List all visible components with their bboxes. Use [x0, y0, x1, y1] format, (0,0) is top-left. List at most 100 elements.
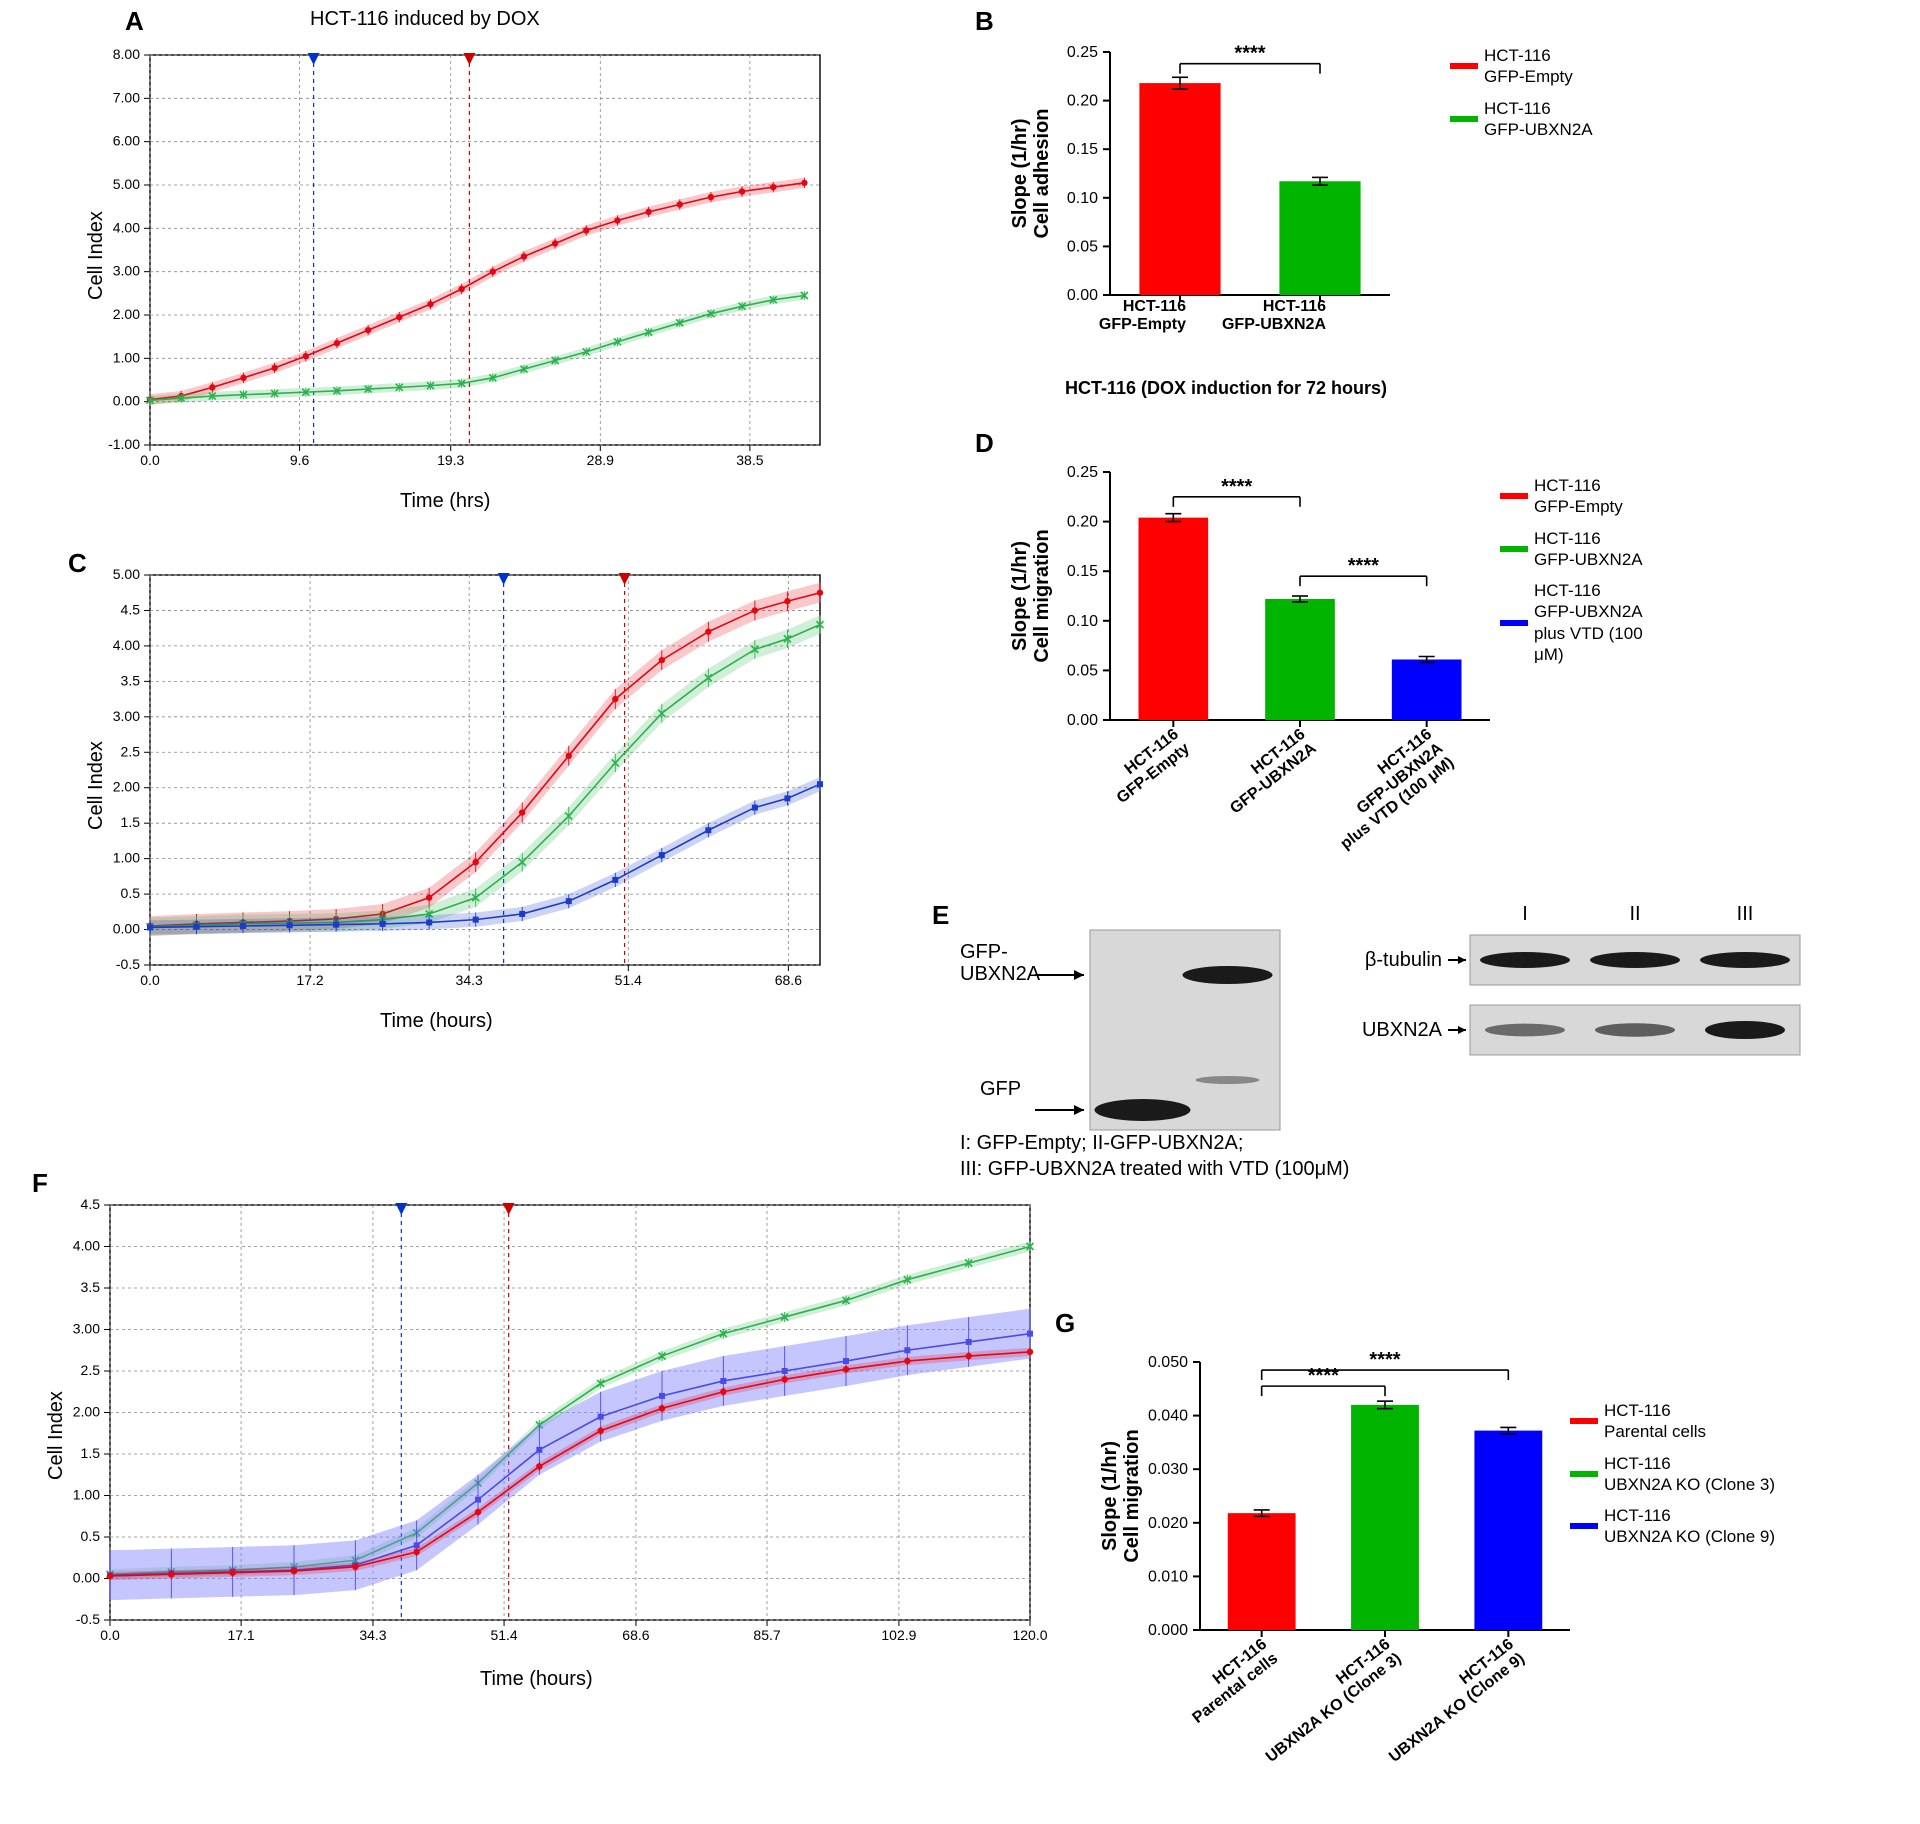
- svg-text:I: I: [1522, 903, 1528, 925]
- svg-text:0.10: 0.10: [1067, 190, 1098, 207]
- svg-text:3.5: 3.5: [121, 672, 141, 688]
- svg-text:6.00: 6.00: [113, 133, 140, 149]
- svg-text:34.3: 34.3: [359, 1627, 386, 1643]
- svg-text:1.00: 1.00: [113, 850, 140, 866]
- svg-text:0.05: 0.05: [1067, 238, 1098, 255]
- svg-text:0.10: 0.10: [1067, 613, 1098, 630]
- svg-text:HCT-116: HCT-116: [1123, 298, 1186, 315]
- svg-text:0.050: 0.050: [1148, 1354, 1188, 1371]
- panelF-xlabel: Time (hours): [480, 1668, 593, 1691]
- svg-text:0.05: 0.05: [1067, 662, 1098, 679]
- svg-text:Cell migration: Cell migration: [1031, 529, 1053, 662]
- svg-text:0.030: 0.030: [1148, 1461, 1188, 1478]
- svg-text:GFP-UBXN2A: GFP-UBXN2A: [1222, 316, 1326, 333]
- svg-text:4.00: 4.00: [73, 1238, 100, 1254]
- svg-text:5.00: 5.00: [113, 176, 140, 192]
- svg-text:III: III: [1737, 903, 1754, 925]
- svg-text:0.5: 0.5: [81, 1528, 101, 1544]
- svg-text:68.6: 68.6: [622, 1627, 649, 1643]
- svg-text:0.20: 0.20: [1067, 93, 1098, 110]
- panelC-ylabel: Cell Index: [85, 741, 108, 830]
- panelA-ylabel: Cell Index: [85, 211, 108, 300]
- svg-text:17.2: 17.2: [296, 972, 323, 988]
- svg-text:0.040: 0.040: [1148, 1408, 1188, 1425]
- svg-text:7.00: 7.00: [113, 89, 140, 105]
- svg-text:0.15: 0.15: [1067, 563, 1098, 580]
- svg-text:GFP: GFP: [980, 1078, 1021, 1100]
- svg-text:GFP-: GFP-: [960, 941, 1008, 963]
- svg-text:****: ****: [1221, 476, 1252, 498]
- svg-text:0.0: 0.0: [140, 452, 160, 468]
- svg-text:3.00: 3.00: [113, 263, 140, 279]
- panelB-xtitle: HCT-116 (DOX induction for 72 hours): [1065, 378, 1387, 399]
- svg-text:17.1: 17.1: [227, 1627, 254, 1643]
- svg-text:****: ****: [1369, 1349, 1400, 1371]
- svg-text:1.5: 1.5: [81, 1445, 101, 1461]
- svg-text:0.25: 0.25: [1067, 464, 1098, 481]
- panelG-legend: HCT-116 Parental cellsHCT-116 UBXN2A KO …: [1570, 1400, 1775, 1558]
- svg-text:51.4: 51.4: [490, 1627, 517, 1643]
- panelC-chart: 0.017.234.351.468.6-0.50.000.51.001.52.0…: [80, 560, 840, 1010]
- svg-text:102.9: 102.9: [881, 1627, 916, 1643]
- svg-text:0.20: 0.20: [1067, 514, 1098, 531]
- panelA-chart: 0.09.619.328.938.5-1.000.001.002.003.004…: [80, 40, 840, 490]
- svg-text:0.010: 0.010: [1148, 1568, 1188, 1585]
- svg-text:0.00: 0.00: [113, 921, 140, 937]
- svg-text:GFP-Empty: GFP-Empty: [1099, 316, 1186, 333]
- svg-text:4.00: 4.00: [113, 219, 140, 235]
- svg-text:4.5: 4.5: [81, 1196, 101, 1212]
- svg-text:Slope (1/hr): Slope (1/hr): [1099, 1441, 1121, 1551]
- svg-text:8.00: 8.00: [113, 46, 140, 62]
- svg-text:2.00: 2.00: [73, 1404, 100, 1420]
- label-D: D: [975, 428, 994, 459]
- svg-text:0.00: 0.00: [113, 393, 140, 409]
- svg-text:34.3: 34.3: [456, 972, 483, 988]
- svg-text:0.5: 0.5: [121, 885, 141, 901]
- panelB-legend: HCT-116 GFP-EmptyHCT-116 GFP-UBXN2A: [1450, 45, 1593, 150]
- figure-root: A B C D E F G HCT-116 induced by DOX 0.0…: [0, 0, 1920, 1824]
- svg-text:3.00: 3.00: [113, 708, 140, 724]
- svg-text:28.9: 28.9: [587, 452, 614, 468]
- svg-text:0.00: 0.00: [1067, 287, 1098, 304]
- svg-text:****: ****: [1348, 555, 1379, 577]
- svg-text:UBXN2A KO (Clone 9): UBXN2A KO (Clone 9): [1386, 1650, 1528, 1766]
- svg-text:0.00: 0.00: [1067, 712, 1098, 729]
- svg-text:0.15: 0.15: [1067, 141, 1098, 158]
- panelE-caption: I: GFP-Empty; II-GFP-UBXN2A; III: GFP-UB…: [960, 1130, 1349, 1182]
- svg-text:1.00: 1.00: [73, 1487, 100, 1503]
- panelF-ylabel: Cell Index: [45, 1391, 68, 1480]
- svg-text:120.0: 120.0: [1012, 1627, 1047, 1643]
- label-A: A: [125, 6, 144, 37]
- svg-text:2.5: 2.5: [81, 1362, 101, 1378]
- svg-text:5.00: 5.00: [113, 566, 140, 582]
- svg-text:****: ****: [1234, 43, 1265, 65]
- svg-text:Slope (1/hr): Slope (1/hr): [1009, 541, 1031, 651]
- svg-text:II: II: [1629, 903, 1640, 925]
- svg-text:UBXN2A KO (Clone 3): UBXN2A KO (Clone 3): [1263, 1650, 1405, 1766]
- svg-text:3.5: 3.5: [81, 1279, 101, 1295]
- svg-text:2.00: 2.00: [113, 779, 140, 795]
- svg-text:9.6: 9.6: [290, 452, 310, 468]
- svg-text:2.5: 2.5: [121, 743, 141, 759]
- panelD-legend: HCT-116 GFP-EmptyHCT-116 GFP-UBXN2AHCT-1…: [1500, 475, 1643, 675]
- svg-text:Cell migration: Cell migration: [1121, 1429, 1143, 1562]
- svg-text:68.6: 68.6: [775, 972, 802, 988]
- svg-text:85.7: 85.7: [753, 1627, 780, 1643]
- svg-text:β-tubulin: β-tubulin: [1365, 949, 1442, 971]
- svg-text:19.3: 19.3: [437, 452, 464, 468]
- svg-text:4.5: 4.5: [121, 601, 141, 617]
- svg-text:0.0: 0.0: [140, 972, 160, 988]
- svg-text:1.00: 1.00: [113, 349, 140, 365]
- svg-text:1.5: 1.5: [121, 814, 141, 830]
- svg-text:****: ****: [1308, 1365, 1339, 1387]
- panelC-xlabel: Time (hours): [380, 1010, 493, 1033]
- svg-text:UBXN2A: UBXN2A: [1362, 1019, 1443, 1041]
- svg-text:-0.5: -0.5: [76, 1611, 100, 1627]
- svg-text:4.00: 4.00: [113, 637, 140, 653]
- svg-text:3.00: 3.00: [73, 1321, 100, 1337]
- svg-text:0.000: 0.000: [1148, 1622, 1188, 1639]
- svg-text:2.00: 2.00: [113, 306, 140, 322]
- label-B: B: [975, 6, 994, 37]
- svg-text:38.5: 38.5: [736, 452, 763, 468]
- svg-text:0.020: 0.020: [1148, 1515, 1188, 1532]
